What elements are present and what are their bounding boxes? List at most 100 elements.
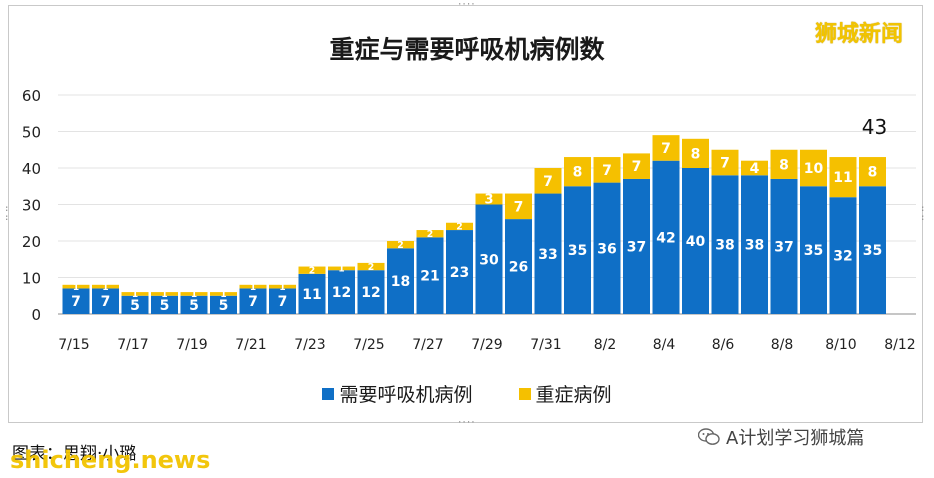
frame-handle-left[interactable]: :: [4, 204, 10, 223]
data-label-ventilator: 5 [189, 298, 199, 314]
data-label-ventilator: 33 [538, 247, 557, 263]
data-label-severe: 2 [427, 229, 433, 240]
x-tick-label: 7/27 [412, 337, 443, 353]
total-annotation: 43 [862, 115, 887, 139]
data-label-ventilator: 5 [219, 298, 229, 314]
bar-segment-ventilator [623, 178, 650, 314]
x-tick-label: 7/15 [58, 337, 89, 353]
bar-segment-ventilator [151, 295, 178, 314]
bar-segment-ventilator [446, 230, 473, 314]
data-label-ventilator: 7 [71, 294, 81, 310]
data-label-severe: 1 [279, 283, 285, 293]
data-label-ventilator: 36 [597, 241, 616, 257]
data-label-severe: 2 [397, 240, 403, 251]
bar-segment-ventilator [652, 160, 680, 314]
legend-item-severe: 重症病例 [518, 380, 612, 407]
legend-label-severe: 重症病例 [535, 384, 612, 406]
y-tick-label: 0 [31, 306, 41, 324]
bar-segment-severe [92, 284, 119, 289]
chart-title: 重症与需要呼吸机病例数 [329, 35, 605, 64]
bar-segment-ventilator [210, 295, 237, 314]
data-label-severe: 8 [691, 146, 701, 162]
bar-segment-severe [741, 160, 768, 176]
frame-handle-top[interactable]: ···· [457, 0, 476, 10]
bar-segment-ventilator [711, 175, 739, 314]
bar-segment-severe [151, 292, 178, 296]
bar-segment-ventilator [741, 175, 768, 314]
data-label-ventilator: 38 [715, 238, 734, 254]
x-tick-label: 8/2 [594, 337, 617, 353]
data-label-severe: 8 [868, 165, 878, 181]
bar-segment-severe [239, 284, 267, 289]
data-label-severe: 8 [573, 165, 583, 181]
chart-legend: 需要呼吸机病例 重症病例 [0, 380, 934, 407]
data-label-ventilator: 18 [391, 274, 410, 290]
y-tick-label: 10 [22, 270, 41, 288]
bar-segment-ventilator [564, 186, 591, 314]
data-label-severe: 10 [804, 161, 824, 177]
bar-segment-ventilator [62, 288, 90, 314]
data-label-severe: 7 [632, 159, 642, 175]
data-label-severe: 1 [161, 290, 167, 300]
wechat-account-tag: A计划学习狮城篇 [697, 424, 865, 450]
bar-segment-ventilator [239, 288, 267, 314]
data-label-ventilator: 32 [833, 249, 852, 265]
data-label-severe: 7 [514, 199, 524, 215]
data-label-severe: 1 [73, 283, 79, 293]
y-tick-label: 50 [22, 124, 41, 142]
bar-segment-severe [298, 266, 326, 274]
data-label-ventilator: 38 [745, 238, 764, 254]
bar-segment-severe [357, 262, 385, 271]
bar-segment-ventilator [387, 248, 414, 314]
x-tick-label: 7/19 [176, 337, 207, 353]
bar-segment-severe [829, 157, 857, 198]
bar-segment-severe [770, 149, 798, 179]
bar-segment-severe [505, 193, 532, 220]
frame-handle-bottom[interactable]: ···· [457, 418, 476, 428]
legend-swatch-ventilator [322, 387, 335, 400]
y-tick-label: 60 [22, 87, 41, 105]
bar-segment-ventilator [92, 288, 119, 314]
bar-segment-ventilator [180, 295, 208, 314]
data-label-ventilator: 30 [479, 252, 499, 268]
data-label-severe: 7 [543, 174, 553, 190]
data-label-ventilator: 5 [130, 298, 140, 314]
data-label-ventilator: 7 [101, 294, 111, 310]
x-tick-label: 7/21 [235, 337, 266, 353]
bar-segment-ventilator [770, 178, 798, 314]
data-label-ventilator: 7 [248, 294, 258, 310]
data-label-severe: 1 [191, 290, 197, 300]
bar-segment-severe [534, 168, 562, 194]
bar-segment-ventilator [121, 295, 149, 314]
x-tick-label: 7/17 [117, 337, 148, 353]
bar-segment-severe [623, 153, 650, 179]
data-label-severe: 4 [750, 161, 760, 177]
bar-segment-ventilator [328, 270, 355, 314]
bar-segment-ventilator [800, 186, 827, 314]
bar-segment-severe [859, 157, 886, 187]
bar-segment-ventilator [593, 182, 621, 314]
bar-segment-severe [652, 135, 680, 161]
data-label-severe: 11 [833, 170, 852, 186]
x-tick-label: 7/23 [294, 337, 325, 353]
brand-logo: 狮城新闻 [815, 22, 904, 47]
data-label-ventilator: 35 [863, 243, 882, 259]
bar-segment-ventilator [269, 288, 296, 314]
bar-segment-severe [210, 292, 237, 296]
data-label-severe: 8 [779, 157, 789, 173]
bar-segment-severe [416, 230, 444, 238]
legend-item-ventilator: 需要呼吸机病例 [322, 380, 472, 407]
frame-handle-right[interactable]: :: [920, 204, 926, 223]
bar-segment-ventilator [682, 168, 709, 314]
data-label-ventilator: 37 [627, 239, 646, 255]
bar-segment-severe [328, 266, 355, 271]
bar-segment-ventilator [829, 197, 857, 314]
bar-segment-severe [121, 292, 149, 296]
data-label-ventilator: 12 [361, 285, 380, 301]
data-label-severe: 7 [602, 163, 612, 179]
wechat-account-label: A计划学习狮城篇 [726, 428, 865, 449]
bar-segment-ventilator [534, 193, 562, 314]
x-tick-label: 8/8 [771, 337, 794, 353]
x-tick-label: 7/25 [353, 337, 384, 353]
